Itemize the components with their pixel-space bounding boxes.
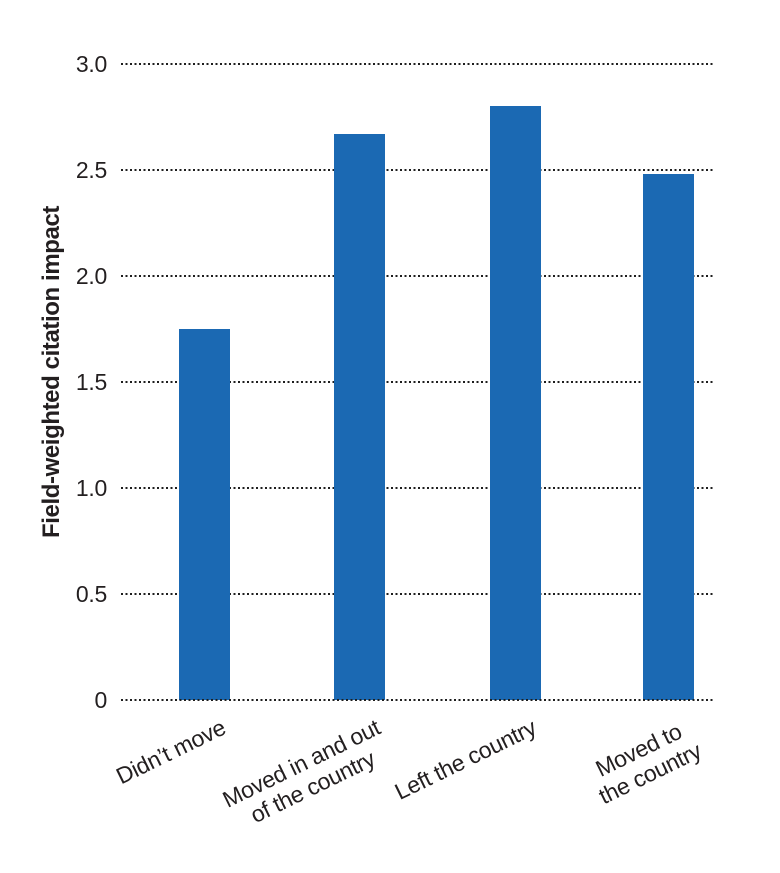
gridline xyxy=(121,381,713,383)
x-tick-label: Didn’t move xyxy=(111,714,230,790)
y-tick-label: 2.0 xyxy=(75,263,107,289)
y-tick-label: 0.5 xyxy=(75,581,107,607)
bar xyxy=(490,106,541,700)
bar xyxy=(179,329,230,700)
gridline xyxy=(121,169,713,171)
gridline xyxy=(121,63,713,65)
y-tick-label: 2.5 xyxy=(75,157,107,183)
y-tick-label: 1.5 xyxy=(75,369,107,395)
y-tick-label: 3.0 xyxy=(75,51,107,77)
y-tick-label: 1.0 xyxy=(75,475,107,501)
bar xyxy=(334,134,385,700)
gridline xyxy=(121,487,713,489)
y-tick-label: 0 xyxy=(94,687,108,713)
gridline xyxy=(121,593,713,595)
gridline xyxy=(121,275,713,277)
x-tick-label: Moved in and out of the country xyxy=(218,714,385,828)
gridline xyxy=(121,699,713,701)
bar xyxy=(643,174,694,700)
x-tick-label: Left the country xyxy=(390,714,541,805)
x-tick-label: Moved to the country xyxy=(590,718,705,810)
